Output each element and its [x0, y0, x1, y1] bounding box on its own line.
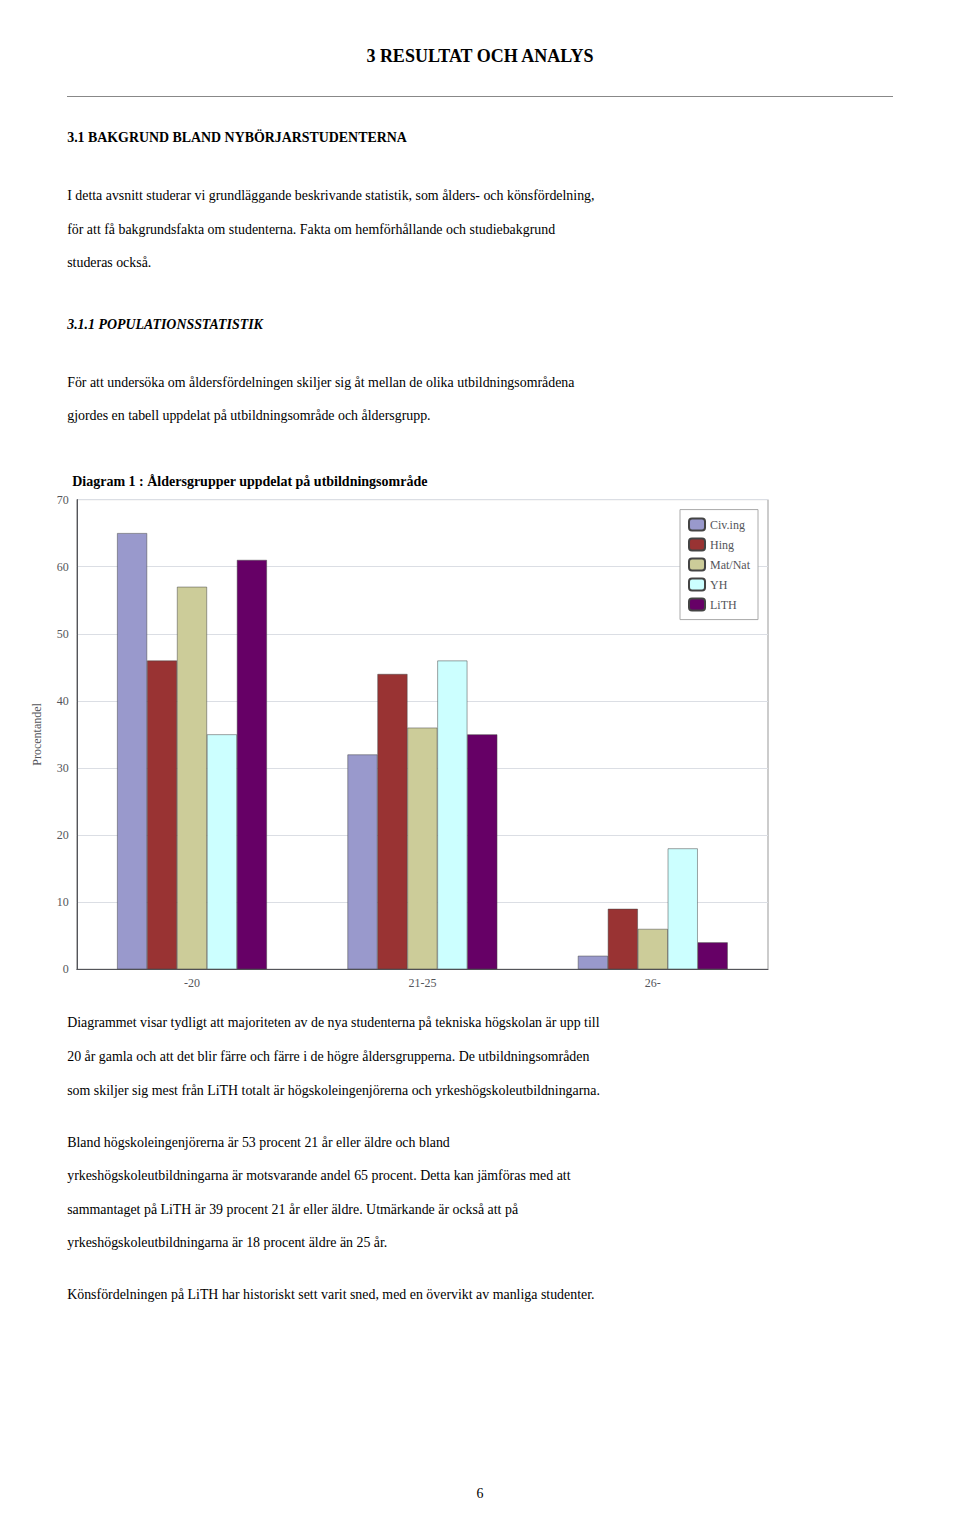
svg-text:YH: YH: [710, 578, 728, 592]
html-text:studeras också.: studeras också.: [67, 255, 152, 271]
svg-text:20: 20: [57, 828, 69, 842]
html-text:gjordes en tabell uppdelat på: gjordes en tabell uppdelat på utbildning…: [67, 408, 431, 424]
html-text:För att undersöka om åldersför: För att undersöka om åldersfördelningen …: [67, 374, 575, 390]
svg-text:30: 30: [57, 761, 69, 775]
html-text:Könsfördelningen på LiTH har h: Könsfördelningen på LiTH har historiskt …: [67, 1287, 595, 1303]
svg-text:Mat/Nat: Mat/Nat: [710, 558, 751, 572]
svg-text:60: 60: [57, 560, 69, 574]
svg-text:Hing: Hing: [710, 538, 734, 552]
html-text:3.1 BAKGRUND BLAND NYBÖRJARSTU: 3.1 BAKGRUND BLAND NYBÖRJARSTUDENTERNA: [67, 130, 407, 145]
html-text:för att få bakgrundsfakta om s: för att få bakgrundsfakta om studenterna…: [67, 221, 556, 237]
svg-text:21-25: 21-25: [408, 977, 436, 991]
html-text:Bland högskoleingenjörerna är: Bland högskoleingenjörerna är 53 procent…: [67, 1134, 450, 1150]
svg-text:-20: -20: [184, 977, 200, 991]
svg-text:Procentandel: Procentandel: [30, 703, 44, 766]
svg-text:Civ.ing: Civ.ing: [710, 518, 745, 532]
html-text:Diagrammet visar tydligt att m: Diagrammet visar tydligt att majoriteten…: [67, 1015, 600, 1031]
html-text:20 år gamla och att det blir f: 20 år gamla och att det blir färre och f…: [67, 1048, 590, 1064]
svg-text:50: 50: [57, 627, 69, 641]
svg-text:0: 0: [63, 963, 69, 977]
html-text:3 RESULTAT OCH ANALYS: 3 RESULTAT OCH ANALYS: [366, 45, 594, 66]
svg-text:26-: 26-: [645, 977, 661, 991]
svg-text:40: 40: [57, 694, 69, 708]
svg-text:Diagram 1 : Åldersgrupper uppd: Diagram 1 : Åldersgrupper uppdelat på ut…: [72, 474, 427, 489]
html-text:3.1.1 POPULATIONSSTATISTIK: 3.1.1 POPULATIONSSTATISTIK: [67, 316, 263, 332]
html-text:yrkeshögskoleutbildningarna är: yrkeshögskoleutbildningarna är motsvaran…: [67, 1168, 571, 1184]
html-text:I detta avsnitt studerar vi gr: I detta avsnitt studerar vi grundläggand…: [67, 188, 595, 204]
svg-text:10: 10: [57, 896, 69, 910]
html-text:sammantaget på LiTH är 39 proc: sammantaget på LiTH är 39 procent 21 år …: [67, 1201, 519, 1217]
svg-text:70: 70: [57, 493, 69, 507]
html-text:yrkeshögskoleutbildningarna är: yrkeshögskoleutbildningarna är 18 procen…: [67, 1235, 388, 1251]
html-text:som skiljer sig mest från LiTH: som skiljer sig mest från LiTH totalt är…: [67, 1082, 600, 1098]
svg-text:LiTH: LiTH: [710, 598, 737, 612]
html-text:6: 6: [476, 1485, 484, 1501]
